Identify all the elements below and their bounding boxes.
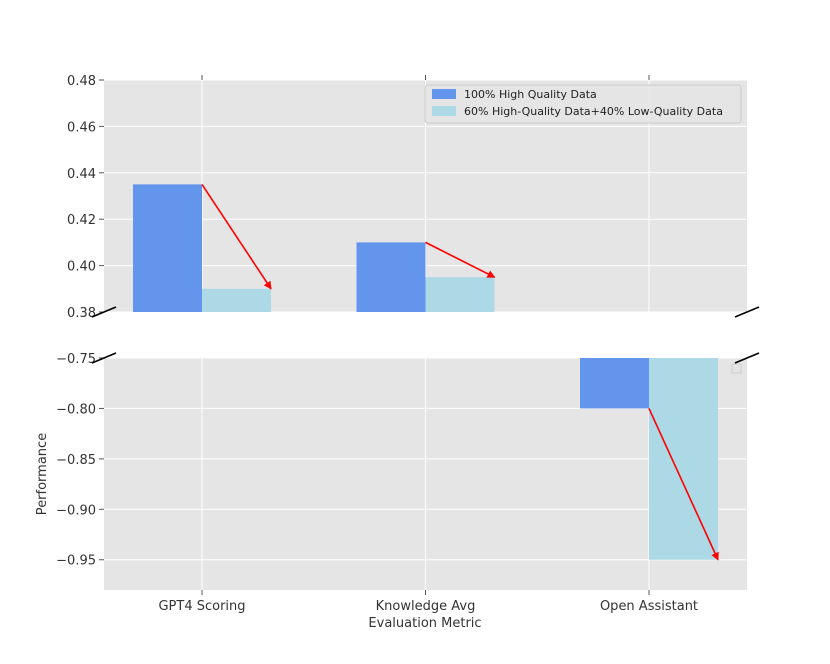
legend-box bbox=[424, 84, 742, 124]
break-mark-lower-right bbox=[734, 352, 760, 364]
upper-bars bbox=[133, 184, 495, 312]
y-axis-label: Performance bbox=[35, 433, 50, 515]
x-tick-label: Knowledge Avg bbox=[376, 599, 476, 614]
upper-y-tick-label: 0.48 bbox=[67, 74, 96, 89]
bar-series-1-cat-2 bbox=[356, 242, 426, 312]
bar-series-2-cat-2 bbox=[425, 277, 495, 312]
lower-y-tick-label: −0.85 bbox=[56, 453, 96, 468]
change-arrow-cat-1 bbox=[201, 183, 272, 290]
lower-bars bbox=[580, 358, 718, 560]
upper-y-tick-label: 0.38 bbox=[67, 306, 96, 321]
x-tick-label: GPT4 Scoring bbox=[158, 599, 245, 614]
bar-series-1-cat-3 bbox=[580, 358, 649, 409]
bar-series-2-cat-3 bbox=[649, 358, 718, 560]
upper-y-tick-label: 0.40 bbox=[67, 260, 96, 275]
lower-y-tick-label: −0.75 bbox=[56, 352, 96, 367]
break-mark-upper-left bbox=[91, 306, 117, 318]
change-arrows bbox=[201, 183, 719, 561]
axis-break-marks bbox=[91, 306, 760, 364]
upper-y-tick-label: 0.44 bbox=[67, 167, 96, 182]
break-mark-lower-left bbox=[91, 352, 117, 364]
lower-y-tick-label: −0.90 bbox=[56, 503, 96, 518]
break-mark-upper-right bbox=[734, 306, 760, 318]
change-arrow-cat-3 bbox=[648, 408, 719, 561]
bar-series-2-cat-1 bbox=[202, 288, 271, 312]
lower-y-ticks: −0.95 −0.90 −0.85 −0.80 −0.75 bbox=[56, 352, 104, 569]
legend-label-series-1: 100% High Quality Data bbox=[464, 88, 597, 101]
legend-swatch-series-1 bbox=[432, 89, 456, 99]
legend-label-series-2: 60% High-Quality Data+40% Low-Quality Da… bbox=[464, 105, 723, 118]
x-axis-label: Evaluation Metric bbox=[368, 616, 481, 631]
lower-panel: −0.95 −0.90 −0.85 −0.80 −0.75 bbox=[56, 352, 747, 590]
x-tick-label: Open Assistant bbox=[600, 599, 698, 614]
lower-y-tick-label: −0.80 bbox=[56, 402, 96, 417]
upper-y-tick-label: 0.46 bbox=[67, 120, 96, 135]
legend: 100% High Quality Data 60% High-Quality … bbox=[424, 84, 742, 124]
legend-swatch-series-2 bbox=[432, 106, 456, 116]
upper-y-ticks: 0.38 0.40 0.42 0.44 0.46 0.48 bbox=[67, 74, 650, 321]
x-tick-labels: GPT4 Scoring Knowledge Avg Open Assistant bbox=[158, 590, 698, 614]
change-arrow-cat-2 bbox=[425, 241, 496, 278]
lower-y-tick-label: −0.95 bbox=[56, 554, 96, 569]
bar-series-1-cat-1 bbox=[133, 184, 202, 312]
upper-y-tick-label: 0.42 bbox=[67, 213, 96, 228]
empty-legend-box bbox=[731, 363, 742, 374]
